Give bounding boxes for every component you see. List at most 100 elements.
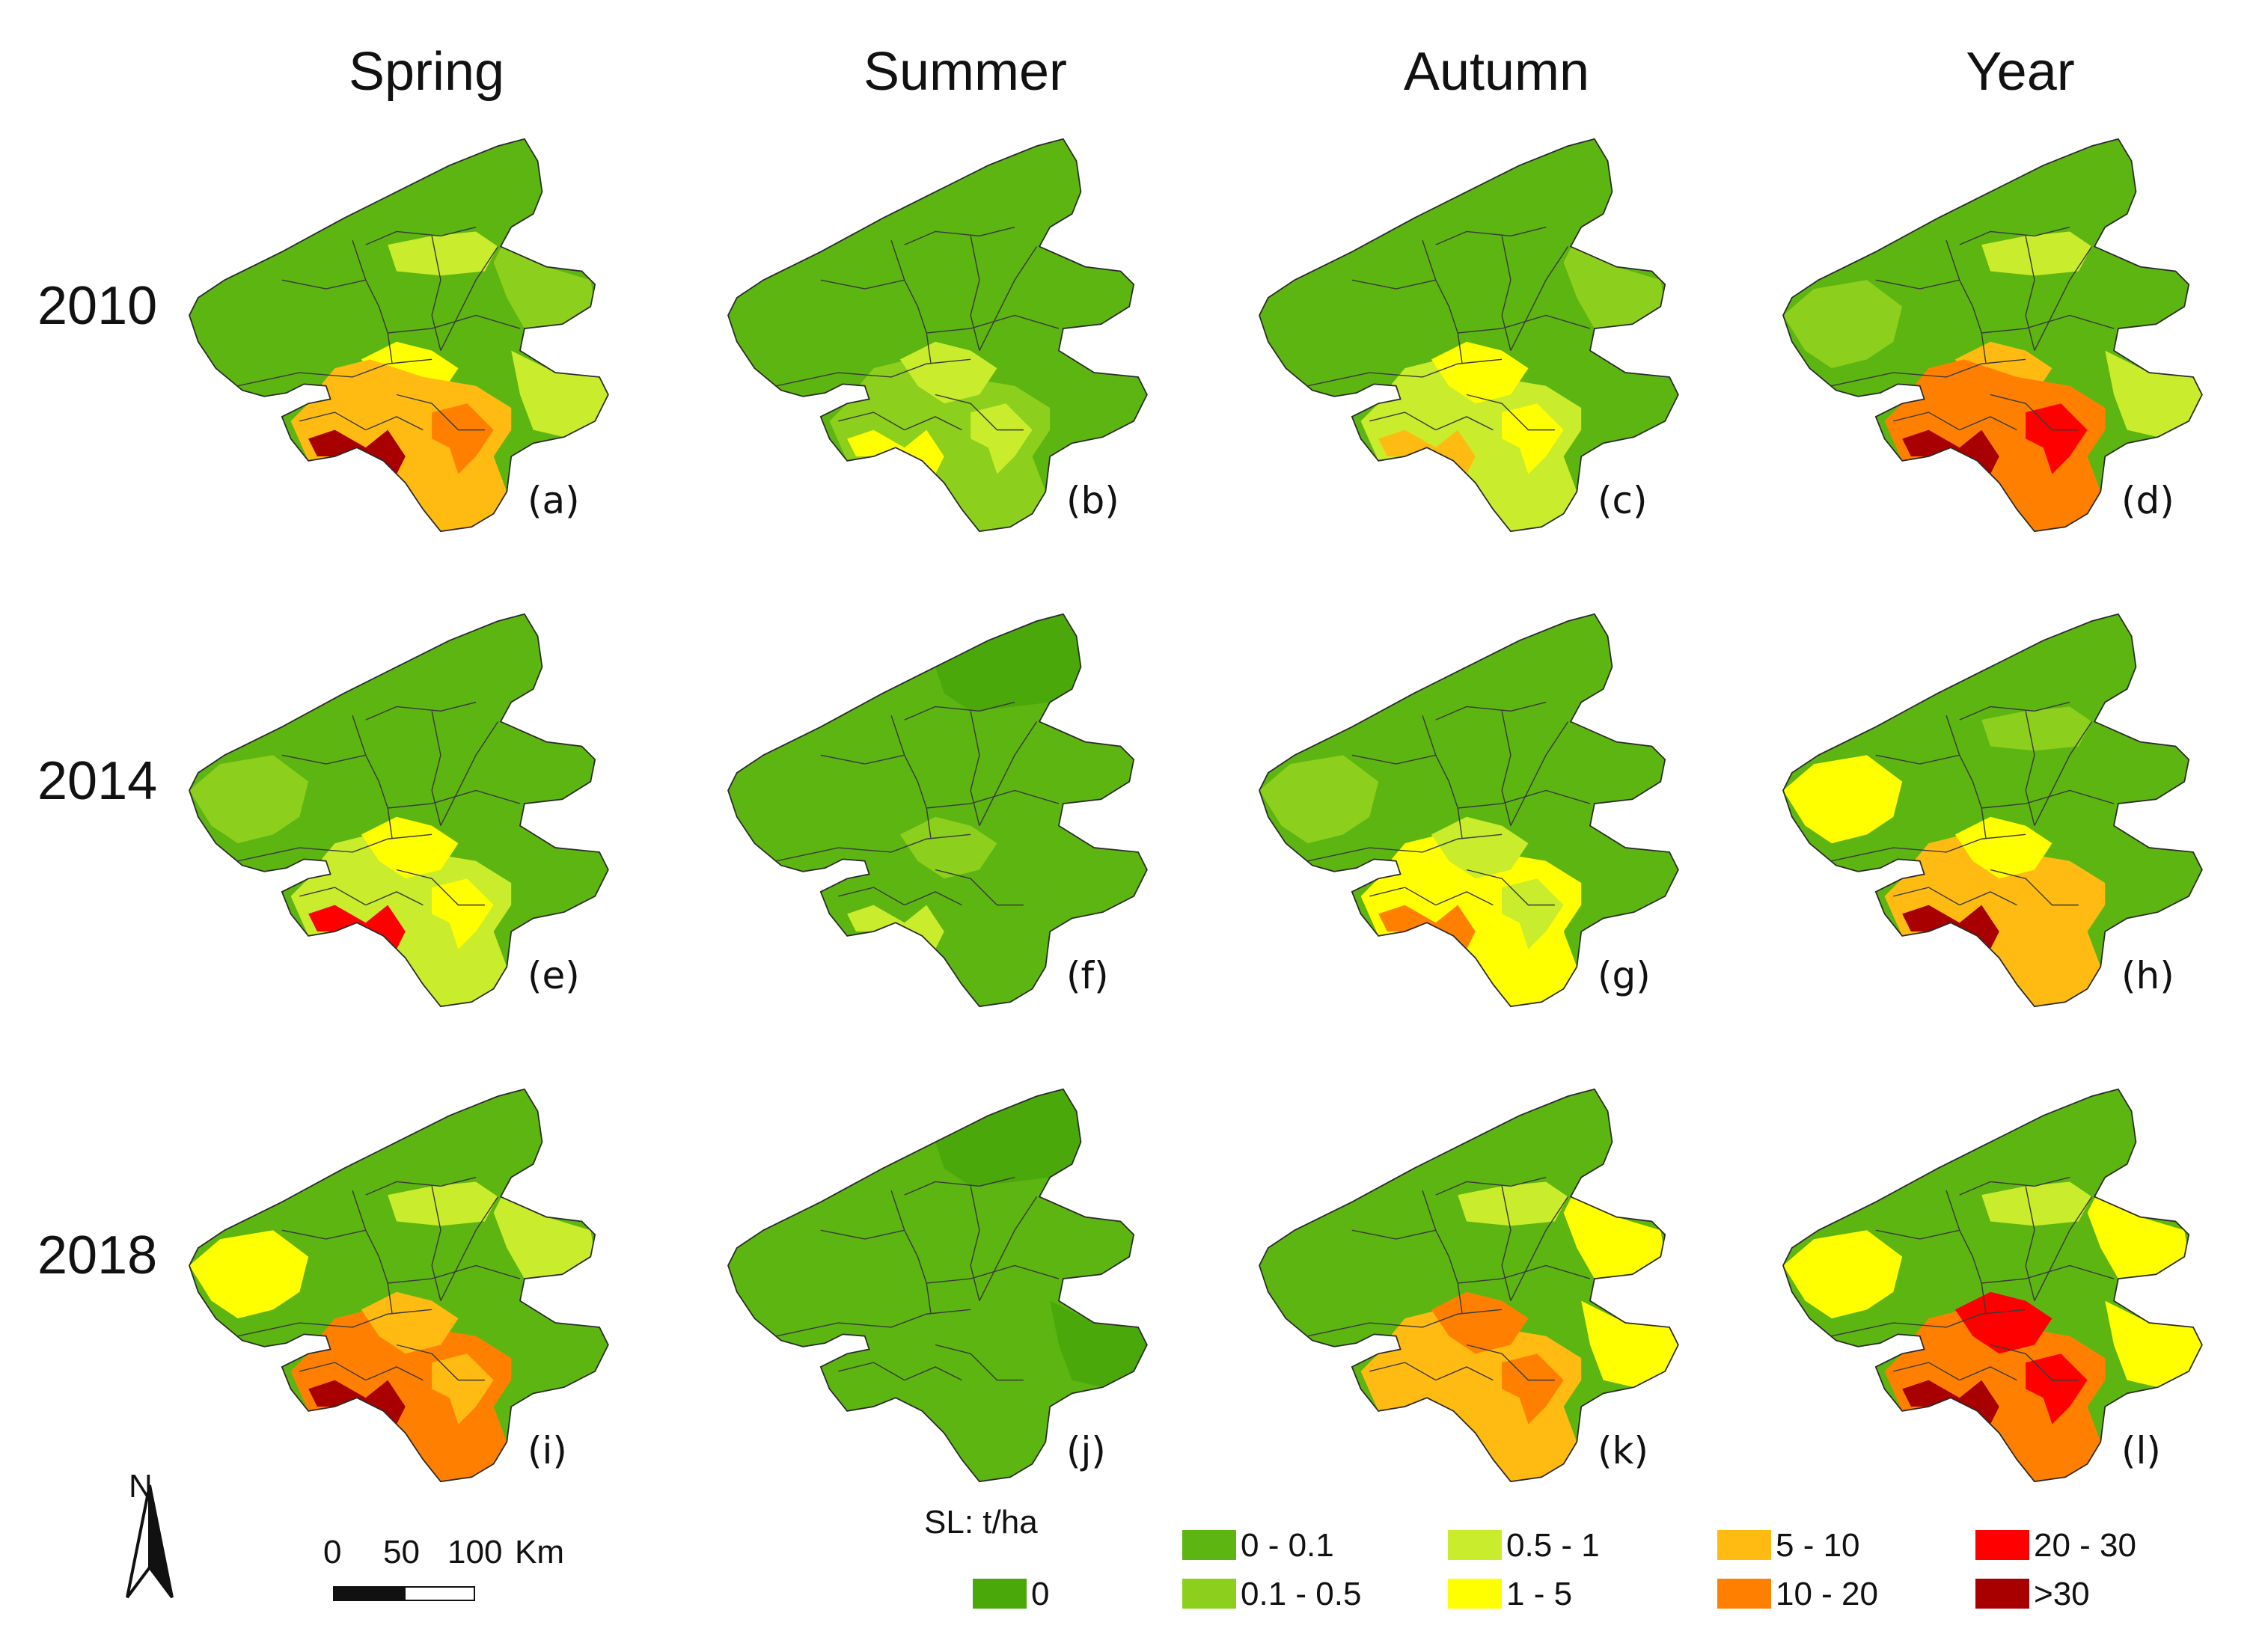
map-region-south <box>829 1309 1051 1482</box>
district-boundary <box>904 1176 1015 1196</box>
district-boundary <box>431 1186 441 1301</box>
map-region-west <box>1783 1230 1903 1319</box>
district-boundary <box>2025 236 2035 351</box>
map-region-core2 <box>2026 1353 2088 1425</box>
map-region-core2 <box>1502 403 1564 474</box>
district-boundary <box>1893 887 1960 906</box>
district-boundary <box>820 1229 905 1240</box>
panel-label: (d) <box>2121 479 2174 522</box>
district-boundary <box>1458 1264 1591 1284</box>
district-boundary <box>2025 711 2035 826</box>
study-area-outline <box>1782 1088 2203 1483</box>
legend-swatch <box>1717 1530 1771 1560</box>
column-header-year: Year <box>1966 42 2075 102</box>
map-panel-3: (c) <box>1220 112 1714 554</box>
district-boundary <box>1501 711 1512 826</box>
district-boundary <box>440 721 499 826</box>
map-panel-7: (g) <box>1220 587 1714 1029</box>
study-area-map <box>727 138 1148 533</box>
district-boundary <box>935 1344 1024 1381</box>
study-area-outline <box>727 1088 1148 1483</box>
district-boundary <box>1945 1190 1987 1315</box>
map-panel-10: (j) <box>688 1062 1182 1504</box>
district-boundary <box>820 279 905 290</box>
district-boundary <box>440 246 499 351</box>
district-boundary <box>396 869 485 906</box>
district-boundary <box>1875 279 1960 290</box>
map-region-west <box>1259 755 1379 844</box>
map-region-mid <box>1954 1291 2052 1354</box>
map-region-west <box>1783 280 1903 369</box>
map-region-east <box>2105 1300 2202 1388</box>
map-region-north <box>935 1089 1081 1187</box>
district-boundary <box>1307 833 1503 862</box>
district-boundary <box>2034 1196 2093 1301</box>
scale-label-0: 0 <box>323 1534 342 1570</box>
scale-label-50: 50 <box>383 1534 420 1570</box>
map-panel-5: (e) <box>150 587 644 1029</box>
district-boundary <box>365 1366 424 1381</box>
district-boundary <box>388 314 521 334</box>
district-boundary <box>431 711 441 826</box>
district-boundary <box>299 887 367 906</box>
study-area-outline <box>1259 613 1679 1008</box>
district-boundary <box>926 314 1060 334</box>
district-boundary <box>926 789 1060 809</box>
map-region-mid <box>361 1291 459 1354</box>
map-region-mid <box>1431 341 1529 404</box>
district-boundary <box>1875 754 1960 765</box>
map-region-south <box>290 834 512 1007</box>
district-boundary <box>396 1344 485 1381</box>
column-header-spring: Spring <box>348 42 505 102</box>
map-region-core2 <box>971 403 1033 474</box>
study-area-map <box>727 613 1148 1008</box>
legend-title: SL: t/ha <box>924 1504 1038 1541</box>
district-boundary <box>1945 240 1987 364</box>
district-boundary <box>1435 1176 1547 1196</box>
map-region-south <box>1884 834 2106 1007</box>
district-boundary <box>1875 1229 1960 1240</box>
district-boundary <box>970 711 980 826</box>
district-boundary <box>904 1366 962 1381</box>
panel-label: (e) <box>528 954 580 997</box>
map-region-core2 <box>2026 403 2088 474</box>
district-boundary <box>1959 891 2017 906</box>
study-area-outline <box>1259 1088 1679 1483</box>
map-region-band <box>1458 1181 1568 1226</box>
study-area-map <box>189 1088 609 1483</box>
map-region-west <box>189 1230 309 1319</box>
legend-swatch <box>1448 1579 1502 1609</box>
district-boundary <box>820 754 905 765</box>
map-region-north <box>935 614 1081 712</box>
district-boundary <box>838 1362 905 1381</box>
district-boundary <box>281 754 366 765</box>
map-region-mid <box>899 816 997 879</box>
district-boundary <box>1466 869 1555 906</box>
district-boundary <box>1501 1186 1512 1301</box>
district-boundary <box>440 1196 499 1301</box>
district-boundary <box>904 891 962 906</box>
district-boundary <box>1435 701 1547 721</box>
district-boundary <box>1369 412 1437 431</box>
district-boundary <box>1990 1344 2079 1381</box>
map-panel-11: (k) <box>1220 1062 1714 1504</box>
district-boundary <box>776 358 971 387</box>
map-region-mid <box>1431 816 1529 879</box>
map-region-south <box>1884 359 2106 532</box>
map-region-mid <box>1431 1291 1529 1354</box>
district-boundary <box>890 240 932 364</box>
district-boundary <box>776 833 971 862</box>
scale-bar-black-segment <box>334 1588 406 1600</box>
legend-label: 1 - 5 <box>1506 1576 1573 1612</box>
map-region-core2 <box>2026 878 2088 949</box>
district-boundary <box>970 1186 980 1301</box>
study-area-map <box>1259 613 1679 1008</box>
district-boundary <box>1990 394 2079 431</box>
district-boundary <box>2034 246 2093 351</box>
study-area-map <box>1782 138 2203 533</box>
legend-swatch <box>1717 1579 1771 1609</box>
district-boundary <box>1369 1362 1437 1381</box>
district-boundary <box>237 833 432 862</box>
district-boundary <box>388 1264 521 1284</box>
district-boundary <box>1945 715 1987 839</box>
